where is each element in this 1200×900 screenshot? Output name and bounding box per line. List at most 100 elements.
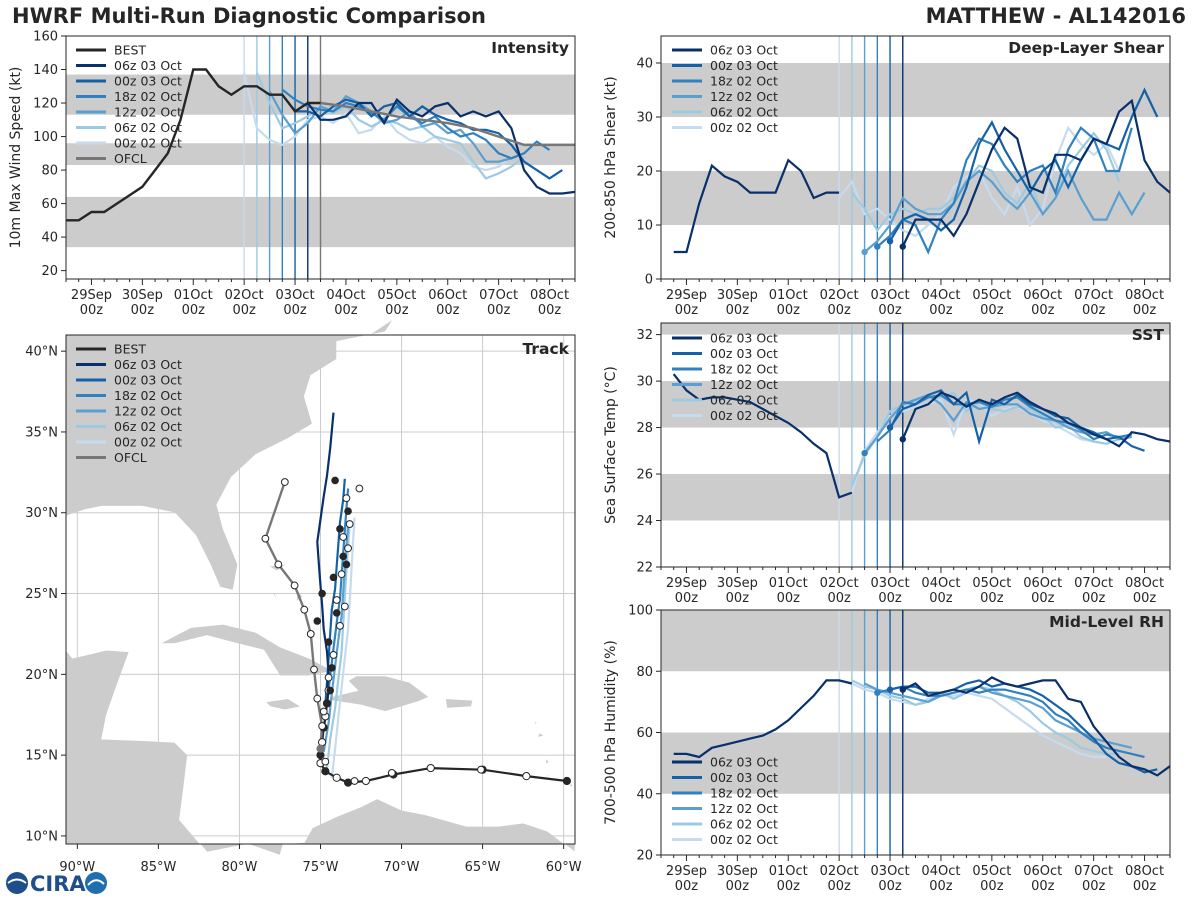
legend-label: 06z 02 Oct [710,817,778,832]
series-line [838,125,1121,238]
legend-label: 00z 02 Oct [710,832,778,847]
series-line [851,679,1120,756]
y-tick-label: 100 [628,604,653,619]
plot-frame [65,35,576,280]
y-tick-label: 20 [41,264,58,279]
land-mass [537,731,546,738]
y-tick-label: 35°N [25,425,58,440]
x-tick-label: 00z [777,303,801,318]
land-mass [327,675,430,712]
x-tick-label: 04Oct [921,864,960,879]
best-track-point [316,759,325,768]
series-line [268,90,525,163]
init-marker [886,238,894,245]
track-line [330,517,356,778]
best-track-point [322,699,332,708]
track-point [339,552,347,561]
legend-label: 06z 02 Oct [710,393,778,408]
legend-label: 18z 02 Oct [114,89,182,104]
y-tick-label: 160 [33,30,58,45]
legend-label: 00z 03 Oct [114,74,182,89]
ofcl-track-point [316,744,325,753]
best-track-point [316,751,325,760]
ofcl-track-point [290,581,299,590]
intensity-band [66,196,575,248]
intensity-band [661,323,1170,335]
x-tick-label: 05Oct [972,864,1011,879]
legend-label: 18z 02 Oct [710,74,778,89]
x-tick-label: 04Oct [921,288,960,303]
x-tick-label: 07Oct [1074,288,1113,303]
x-tick-label: 00z [436,303,460,318]
x-tick-label: 03Oct [871,288,910,303]
y-tick-label: 40 [636,787,653,802]
x-tick-label: 08Oct [1125,576,1164,591]
series-line [850,391,1120,487]
init-marker [861,449,868,457]
intensity-band [66,74,575,115]
x-tick-label: 00z [487,303,511,318]
init-marker [861,248,868,256]
track-point [318,589,326,598]
series-line [838,679,1107,759]
x-tick-label: 30Sep [717,288,758,303]
y-tick-label: 22 [636,561,653,576]
series-line [889,389,1145,452]
y-tick-label: 40 [636,57,653,72]
y-tick-label: 140 [33,63,58,78]
best-track-point [324,686,333,695]
x-tick-label: 00z [827,879,851,894]
x-tick-label: 00z [777,591,801,606]
y-tick-label: 10 [636,219,653,234]
series-line [902,676,1171,777]
x-tick-label: 00z [675,879,699,894]
series-line [864,682,1133,749]
best-track-point [343,778,353,787]
ofcl-track-point [306,630,315,638]
x-tick-label: 00z [878,591,902,606]
track-point [337,570,346,579]
y-tick-label: 80 [41,164,58,179]
current-position-marker [316,744,325,753]
x-tick-label: 00z [1082,879,1106,894]
land-mass [534,720,539,726]
best-track-point [522,772,531,781]
x-tick-label: 01Oct [769,864,808,879]
ofcl-track-point [261,534,270,543]
init-marker [899,243,906,250]
best-track-point [321,767,330,776]
page-title: HWRF Multi-Run Diagnostic Comparison [12,4,487,28]
legend-label: 12z 02 Oct [710,801,778,816]
x-tick-label: 00z [980,879,1004,894]
ofcl-track-point [313,694,322,703]
x-tick-label: 75°W [303,860,339,875]
legend-label: 00z 03 Oct [710,58,778,73]
x-tick-label: 00z [1031,879,1055,894]
track-point [342,560,351,569]
track-point [336,525,344,533]
plot-frame [660,35,1171,280]
x-tick-label: 00z [675,303,699,318]
legend-label: 00z 02 Oct [710,408,778,423]
legend-label: 12z 02 Oct [114,404,182,419]
legend-label: 06z 03 Oct [114,357,182,372]
best-track-point [426,763,435,773]
ofcl-track-point [310,665,318,674]
x-tick-label: 00z [1133,303,1157,318]
x-tick-label: 05Oct [972,576,1011,591]
x-tick-label: 02Oct [820,288,859,303]
init-marker [874,243,881,250]
y-tick-label: 80 [636,665,653,680]
legend-label: 06z 03 Oct [710,43,778,58]
y-tick-label: 40 [41,231,58,246]
x-tick-label: 00z [929,303,953,318]
legend-label: 18z 02 Oct [710,786,778,801]
x-tick-label: 00z [726,879,750,894]
legend-label: 00z 02 Oct [114,435,182,450]
track-point [313,617,322,625]
ofcl-track-point [274,560,283,569]
legend-label: 06z 03 Oct [710,331,778,346]
legend-label: 06z 02 Oct [114,120,182,135]
